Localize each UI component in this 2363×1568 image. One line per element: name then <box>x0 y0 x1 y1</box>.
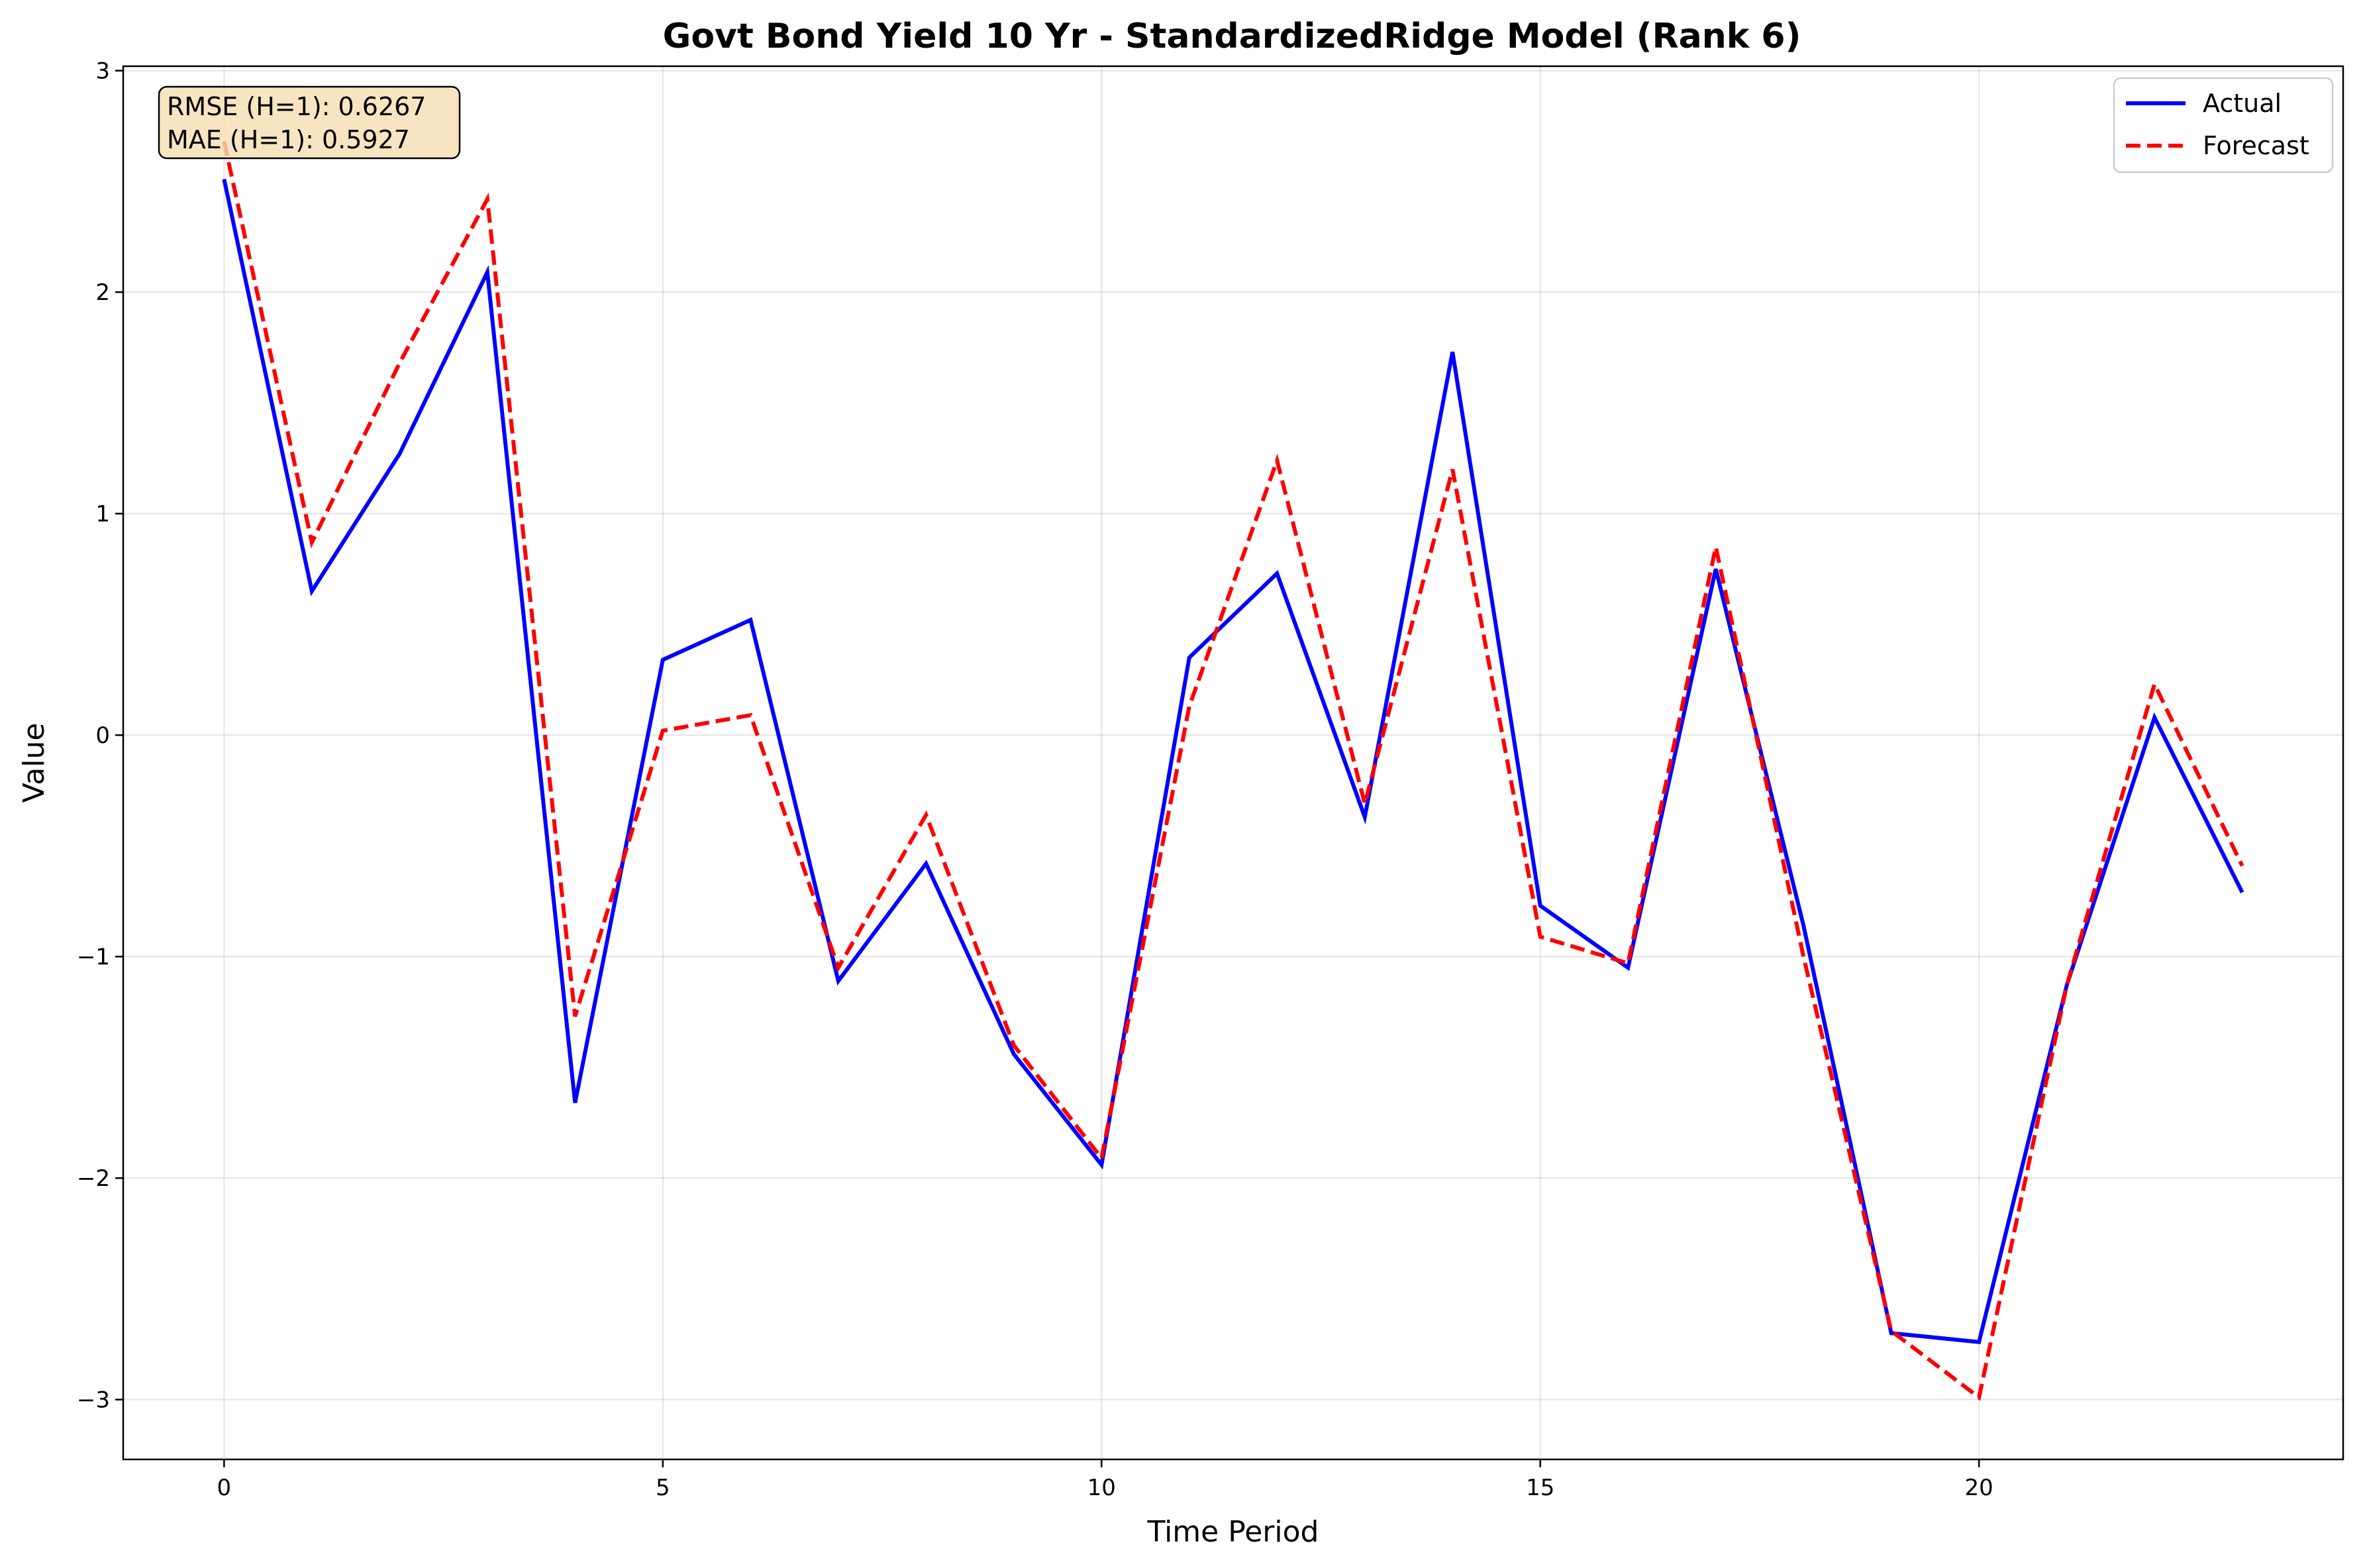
y-tick-label: 3 <box>95 58 110 85</box>
legend-forecast-label: Forecast <box>2203 131 2309 160</box>
legend: Actual Forecast <box>2113 77 2334 173</box>
grid-lines <box>123 66 2343 1459</box>
y-tick-label: −1 <box>77 944 110 971</box>
y-tick-label: 0 <box>95 722 110 749</box>
y-tick-label: 2 <box>95 279 110 306</box>
plot-frame <box>122 65 2344 1461</box>
x-tick-label: 15 <box>1526 1475 1554 1501</box>
stats-box: RMSE (H=1): 0.6267 MAE (H=1): 0.5927 <box>158 85 461 160</box>
x-tick-label: 10 <box>1087 1475 1116 1501</box>
legend-actual-label: Actual <box>2203 89 2282 118</box>
x-tick-label: 5 <box>656 1475 670 1501</box>
chart-title: Govt Bond Yield 10 Yr - StandardizedRidg… <box>663 17 1801 56</box>
x-axis-label: Time Period <box>1147 1515 1319 1549</box>
y-tick-label: −2 <box>77 1165 110 1192</box>
x-tick-label: 20 <box>1965 1475 1993 1501</box>
x-tick-label: 0 <box>217 1475 232 1501</box>
y-tick-label: 1 <box>95 501 110 528</box>
y-tick-label: −3 <box>77 1387 110 1414</box>
y-axis-label: Value <box>17 723 51 803</box>
series-lines <box>222 141 2244 1401</box>
actual-series-line <box>222 178 2244 1344</box>
stats-rmse: RMSE (H=1): 0.6267 <box>167 92 427 121</box>
stats-mae: MAE (H=1): 0.5927 <box>167 125 410 154</box>
axis-ticks: 0 5 10 15 20 −3 −2 −1 0 1 2 3 <box>77 58 1993 1501</box>
stats-box-background <box>158 85 461 160</box>
